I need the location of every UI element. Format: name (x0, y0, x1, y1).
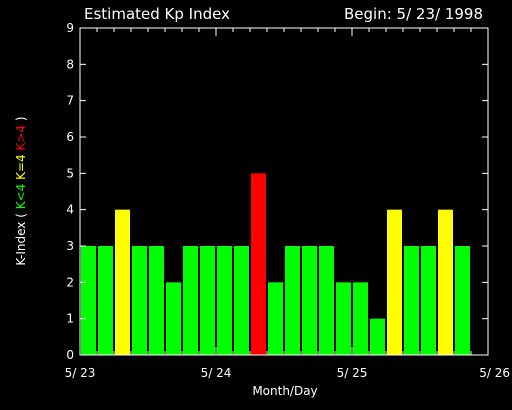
bar (234, 246, 249, 355)
y-tick-label: 3 (66, 239, 74, 253)
y-tick-label: 9 (66, 21, 74, 35)
bar (81, 246, 96, 355)
y-tick-label: 2 (66, 275, 74, 289)
y-axis-label-yellow: K=4 (14, 154, 28, 180)
bar (183, 246, 198, 355)
x-tick-label: 5/ 25 (337, 366, 368, 380)
y-tick-label: 4 (66, 203, 74, 217)
axes (79, 27, 489, 356)
y-tick-label: 5 (66, 166, 74, 180)
y-axis-label-suffix: ) (14, 116, 28, 121)
bar (115, 209, 130, 355)
chart-subtitle: Begin: 5/ 23/ 1998 (344, 5, 483, 23)
bar (353, 282, 368, 355)
bar (404, 246, 419, 355)
y-axis-label: K-Index ( K<4 K=4 K>4 ) (14, 116, 28, 265)
bar (285, 246, 300, 355)
bar (387, 209, 402, 355)
bar (336, 282, 351, 355)
y-tick-label: 0 (66, 348, 74, 362)
x-tick-label: 5/ 23 (65, 366, 96, 380)
x-tick-labels: 5/ 23 5/ 24 5/ 25 5/ 26 (65, 366, 510, 380)
y-axis-label-green: K<4 (14, 184, 28, 210)
bar (217, 246, 232, 355)
x-tick-label: 5/ 24 (201, 366, 232, 380)
bar (455, 246, 470, 355)
bar (166, 282, 181, 355)
x-tick-label: 5/ 26 (479, 366, 510, 380)
y-tick-label: 8 (66, 57, 74, 71)
bar (251, 173, 266, 355)
y-axis-label-prefix: K-Index ( (14, 213, 28, 265)
bar (98, 246, 113, 355)
bar (268, 282, 283, 355)
bar (438, 209, 453, 355)
y-tick-label: 7 (66, 94, 74, 108)
bar-series (81, 173, 470, 355)
bar (200, 246, 215, 355)
chart-title: Estimated Kp Index (84, 5, 230, 23)
bar (319, 246, 334, 355)
bar (302, 246, 317, 355)
y-tick-label: 6 (66, 130, 74, 144)
bar (132, 246, 147, 355)
x-axis-label: Month/Day (252, 384, 317, 398)
bar (149, 246, 164, 355)
bar (370, 318, 385, 355)
y-tick-label: 1 (66, 312, 74, 326)
bar (421, 246, 436, 355)
y-tick-labels: 0 1 2 3 4 5 6 7 8 9 (66, 21, 74, 362)
y-axis-label-red: K>4 (14, 125, 28, 151)
